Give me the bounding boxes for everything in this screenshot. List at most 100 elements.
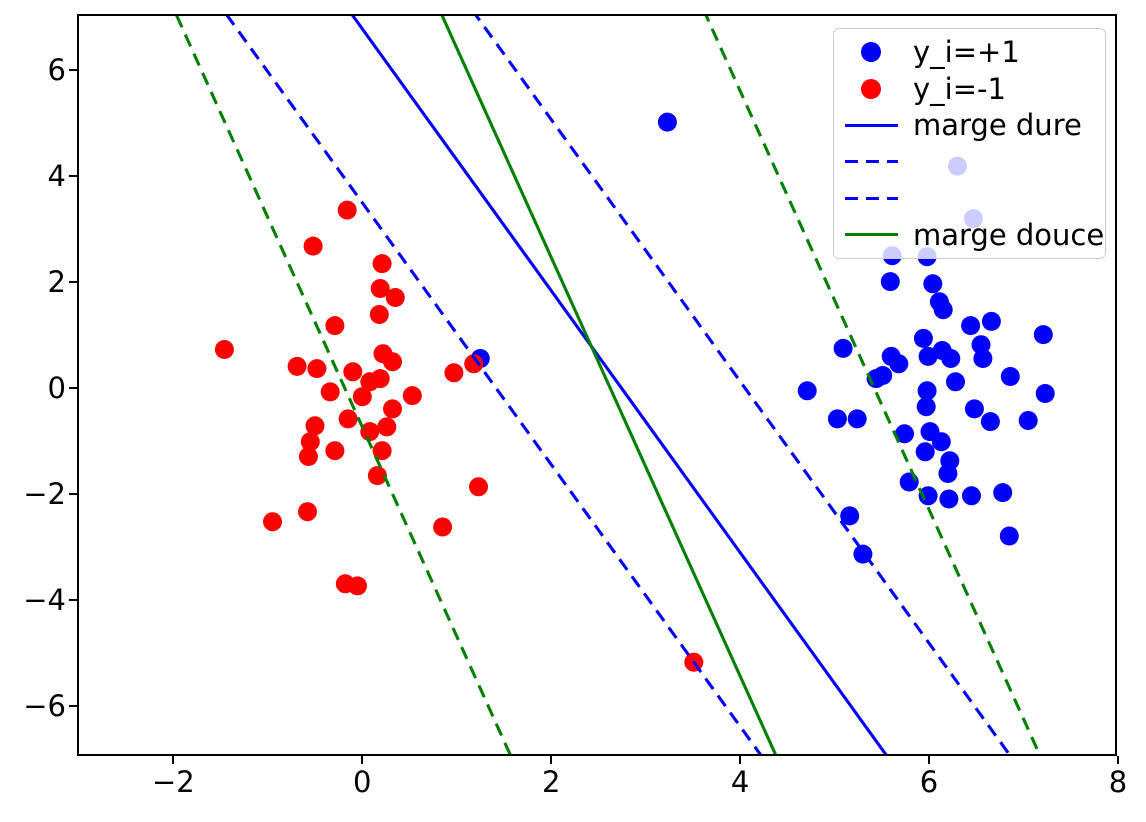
legend-item [834, 144, 1105, 181]
x-tick-label: 6 [919, 765, 939, 799]
y-tick-mark [69, 598, 77, 601]
data-point-red [367, 466, 387, 486]
dot-marker-icon [861, 42, 881, 63]
data-point-red [369, 305, 389, 324]
data-point-red [343, 362, 363, 382]
data-point-red [385, 288, 405, 307]
data-point-blue [913, 328, 933, 348]
data-point-red [303, 236, 323, 256]
y-tick-mark [69, 704, 77, 707]
line-marge-douce [439, 14, 778, 756]
legend-dashed-line-marker [842, 196, 900, 200]
data-point-blue [873, 366, 893, 385]
data-point-red [372, 441, 392, 461]
data-point-blue [880, 272, 900, 292]
y-tick-mark [69, 386, 77, 389]
legend-item [834, 180, 1105, 217]
legend-label: y_i=-1 [913, 71, 1006, 106]
data-point-red [214, 340, 234, 359]
x-tick-mark [361, 756, 364, 764]
solid-line-icon [844, 123, 898, 127]
data-point-blue [895, 424, 914, 444]
data-point-blue [993, 483, 1013, 503]
x-tick-mark [1116, 756, 1119, 764]
data-point-red [287, 356, 307, 376]
data-point-blue [923, 274, 943, 294]
data-point-red [383, 352, 402, 372]
data-point-red [298, 447, 318, 466]
data-point-red [372, 254, 392, 274]
data-point-red [325, 441, 345, 461]
data-point-blue [1000, 367, 1020, 386]
legend-item: marge dure [834, 107, 1105, 144]
legend-label: marge dure [913, 108, 1082, 143]
legend-item: marge douce [834, 217, 1105, 254]
line-marge-douce-margin-right [703, 14, 1042, 756]
line-marge-dure [349, 14, 889, 756]
data-point-red [337, 200, 357, 220]
dashed-line-icon [844, 160, 898, 164]
data-point-red [300, 432, 320, 452]
data-point-red [305, 416, 325, 436]
data-point-red [360, 422, 380, 442]
data-point-blue [847, 409, 867, 429]
data-point-blue [827, 409, 847, 429]
x-tick-label: 2 [541, 765, 561, 799]
y-tick-mark [69, 174, 77, 177]
data-point-blue [915, 442, 935, 462]
data-point-red [370, 279, 390, 298]
legend-item: y_i=-1 [834, 71, 1105, 108]
data-point-red [263, 512, 282, 532]
data-point-blue [946, 372, 965, 392]
data-point-blue [1033, 325, 1053, 345]
x-tick-mark [172, 756, 175, 764]
x-tick-mark [550, 756, 553, 764]
plot-content [174, 14, 1055, 756]
data-point-blue [980, 412, 1000, 432]
x-tick-label: 0 [353, 765, 372, 799]
data-point-blue [964, 399, 984, 419]
data-point-red [352, 387, 372, 407]
dashed-line-icon [844, 196, 898, 200]
data-point-red [307, 359, 327, 379]
data-point-red [370, 369, 390, 389]
data-point-red [402, 386, 422, 406]
data-point-blue [889, 354, 909, 374]
x-tick-label: −2 [151, 765, 195, 799]
y-tick-mark [69, 68, 77, 71]
y-tick-label: 0 [47, 370, 66, 405]
data-point-red [338, 409, 358, 429]
data-point-blue [999, 526, 1019, 546]
legend-dot-marker [842, 78, 900, 99]
x-tick-mark [739, 756, 742, 764]
legend-solid-line-marker [842, 123, 900, 127]
data-point-blue [657, 112, 677, 132]
solid-line-icon [844, 233, 898, 237]
line-marge-dure-margin-right [473, 14, 1013, 756]
y-tick-label: −2 [23, 476, 66, 511]
dot-marker-icon [861, 78, 881, 99]
legend-dot-marker [842, 42, 900, 63]
data-point-blue [931, 432, 951, 452]
data-point-red [383, 399, 402, 419]
axes-frame [77, 14, 1117, 756]
data-point-blue [797, 381, 817, 401]
line-marge-dure-margin-left [224, 14, 764, 756]
data-point-blue [1018, 411, 1038, 430]
legend-dashed-line-marker [842, 160, 900, 164]
y-tick-label: −6 [23, 688, 66, 723]
plot-area [77, 14, 1117, 756]
legend-item: y_i=+1 [834, 34, 1105, 71]
data-point-red [348, 576, 367, 596]
data-point-blue [1035, 384, 1055, 403]
data-point-blue [981, 311, 1001, 331]
y-tick-label: 4 [47, 158, 66, 193]
y-tick-mark [69, 280, 77, 283]
legend-label: marge douce [913, 217, 1105, 252]
data-point-blue [961, 316, 981, 336]
data-point-blue [938, 464, 958, 483]
data-point-red [377, 417, 397, 437]
legend-label: y_i=+1 [913, 35, 1020, 70]
data-point-red [433, 517, 453, 537]
